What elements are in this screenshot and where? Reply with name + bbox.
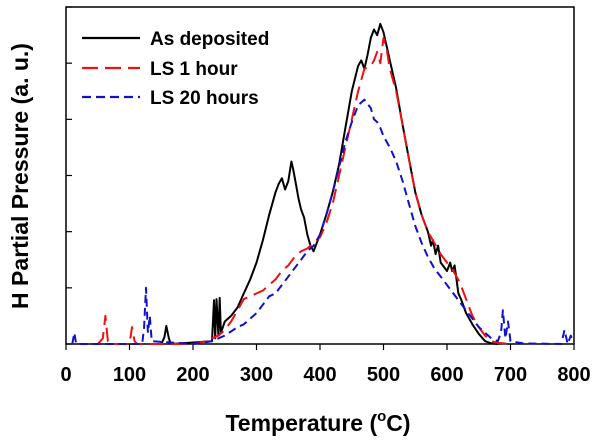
x-axis-title: Temperature (oC)	[225, 408, 410, 436]
series-line-ls-1-hour	[97, 36, 511, 345]
x-tick-label: 0	[60, 364, 71, 386]
x-tick-label: 600	[430, 364, 463, 386]
series-layer	[71, 22, 575, 345]
x-axis-ticks: 0 100 200 300 400 500 600 700 800	[60, 344, 591, 386]
legend-label-ls-1-hour: LS 1 hour	[150, 59, 238, 80]
x-tick-label: 500	[367, 364, 400, 386]
x-axis-title-degree: o	[377, 408, 386, 425]
series-line-ls-20-hours	[71, 98, 575, 345]
x-axis-title-main: Temperature (	[225, 410, 377, 436]
x-tick-label: 400	[303, 364, 336, 386]
x-tick-label: 700	[494, 364, 527, 386]
x-tick-label: 100	[113, 364, 146, 386]
y-axis-ticks	[66, 6, 72, 345]
legend: As deposited LS 1 hour LS 20 hours	[82, 29, 269, 109]
legend-label-ls-20-hours: LS 20 hours	[150, 88, 259, 109]
legend-label-as-deposited: As deposited	[150, 29, 269, 50]
x-tick-label: 200	[176, 364, 209, 386]
x-tick-label: 300	[240, 364, 273, 386]
y-axis-title: H Partial Pressure (a. u.)	[7, 43, 33, 309]
x-axis-title-unit: C)	[386, 410, 410, 436]
x-tick-label: 800	[557, 364, 590, 386]
series-line-as-deposited	[160, 22, 498, 345]
plot-frame	[65, 6, 575, 345]
